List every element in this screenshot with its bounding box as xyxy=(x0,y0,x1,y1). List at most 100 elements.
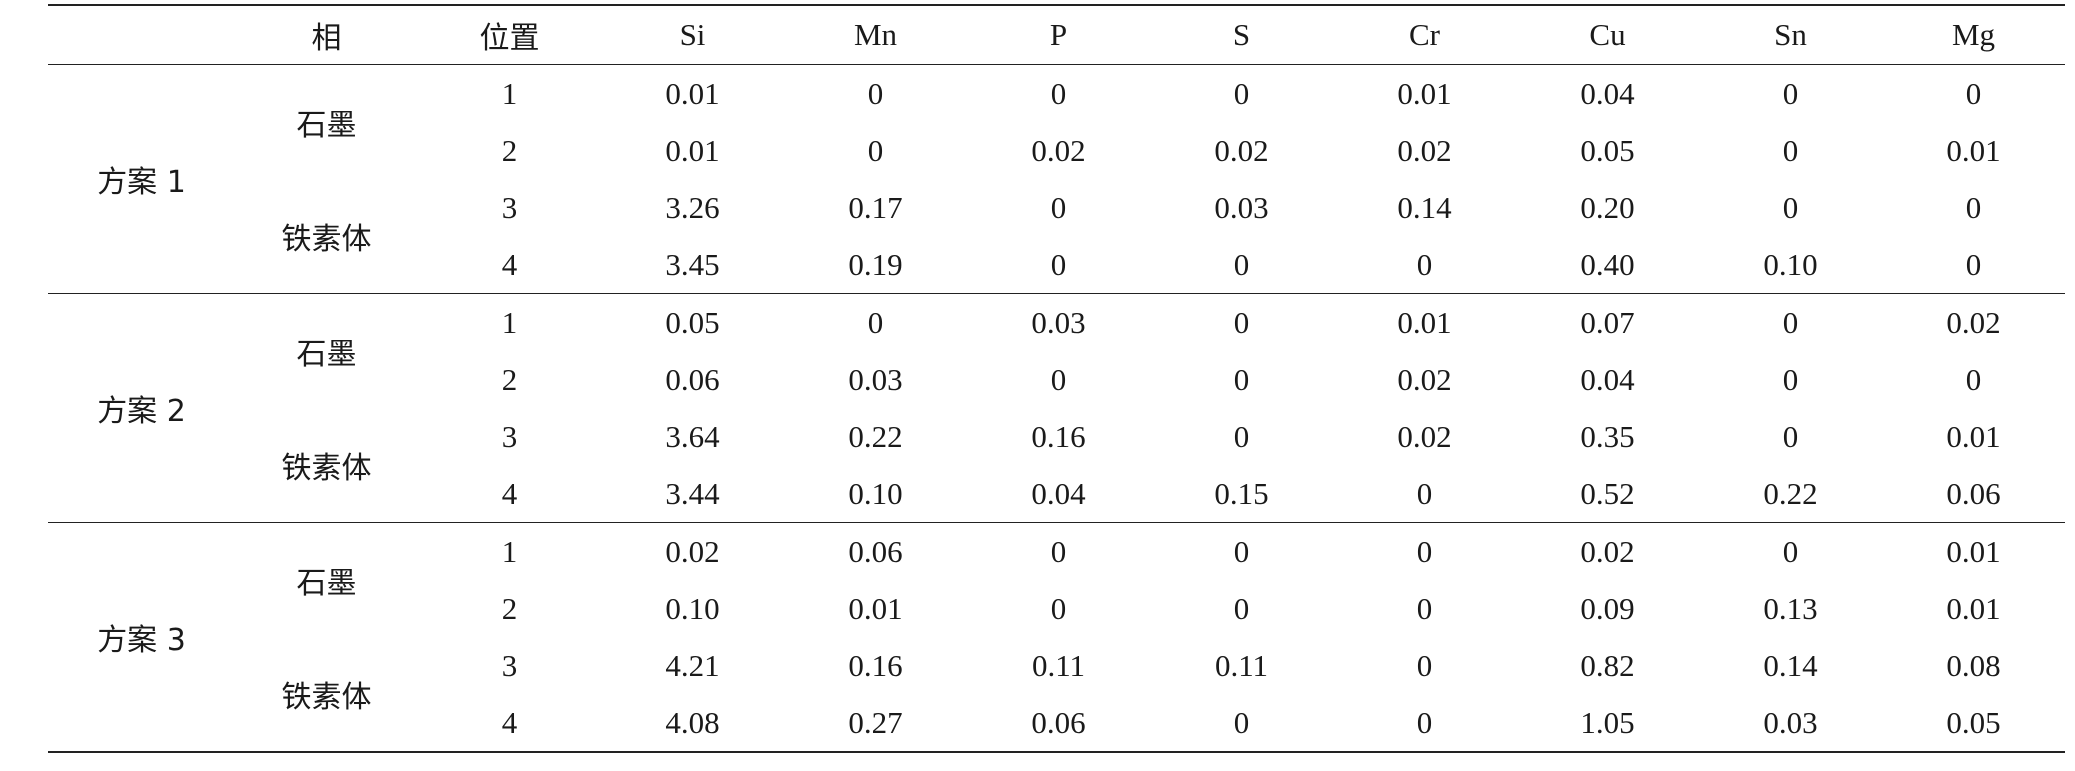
header-cell-si: Si xyxy=(679,17,706,52)
value-cell: 0 xyxy=(1782,189,1799,225)
value-cell: 0.06 xyxy=(1946,475,2001,511)
value-cell: 0 xyxy=(1050,246,1067,282)
value-cell: 0.01 xyxy=(1946,132,2001,168)
header-cell-s: S xyxy=(1232,17,1251,52)
value-cell: 0.03 xyxy=(1763,704,1818,740)
position-cell: 1 xyxy=(501,533,518,569)
value-cell: 0.22 xyxy=(848,418,903,454)
value-cell: 0 xyxy=(1050,75,1067,111)
position-cell: 2 xyxy=(501,590,518,626)
value-cell: 0.01 xyxy=(665,132,720,168)
value-cell: 0 xyxy=(867,75,884,111)
value-cell: 0.01 xyxy=(848,590,903,626)
value-cell: 0.10 xyxy=(848,475,903,511)
table-row: 铁素体 3 3.64 0.22 0.16 0 0.02 0.35 0 0.01 xyxy=(48,408,2065,487)
position-cell: 4 xyxy=(501,704,518,740)
value-cell: 0 xyxy=(1965,189,1982,225)
value-cell: 0.16 xyxy=(1031,418,1086,454)
value-cell: 0.01 xyxy=(1397,75,1452,111)
position-cell: 3 xyxy=(501,189,518,225)
value-cell: 0 xyxy=(1416,590,1433,626)
value-cell: 0 xyxy=(1233,361,1250,397)
phase-label: 石墨 xyxy=(296,566,357,601)
value-cell: 0.05 xyxy=(1946,704,2001,740)
position-cell: 2 xyxy=(501,132,518,168)
value-cell: 0 xyxy=(1782,75,1799,111)
value-cell: 0.07 xyxy=(1580,304,1635,340)
table-row: 方案 3 石墨 1 0.02 0.06 0 0 0 0.02 0 0.01 xyxy=(48,523,2065,659)
value-cell: 0.52 xyxy=(1580,475,1635,511)
phase-label: 石墨 xyxy=(296,337,357,372)
position-cell: 4 xyxy=(501,475,518,511)
value-cell: 0 xyxy=(1782,418,1799,454)
table-row: 2 0.10 0.01 0 0 0 0.09 0.13 0.01 xyxy=(48,580,2065,637)
value-cell: 0 xyxy=(867,304,884,340)
value-cell: 3.26 xyxy=(665,189,720,225)
value-cell: 1.05 xyxy=(1580,704,1635,740)
value-cell: 0.06 xyxy=(848,533,903,569)
value-cell: 0.03 xyxy=(1214,189,1269,225)
value-cell: 0.11 xyxy=(1214,647,1269,683)
value-cell: 0 xyxy=(1233,704,1250,740)
header-cell-cu: Cu xyxy=(1589,17,1626,52)
scheme-group: 方案 2 石墨 1 0.05 0 0.03 0 0.01 0.07 0 0.02 2 0.06 0.03 0… xyxy=(48,294,2065,523)
value-cell: 0.15 xyxy=(1214,475,1269,511)
value-cell: 0.08 xyxy=(1946,647,2001,683)
value-cell: 0 xyxy=(1233,304,1250,340)
value-cell: 0 xyxy=(1965,75,1982,111)
value-cell: 0.02 xyxy=(1580,533,1635,569)
value-cell: 0.05 xyxy=(665,304,720,340)
value-cell: 0.27 xyxy=(848,704,903,740)
value-cell: 0 xyxy=(1050,361,1067,397)
value-cell: 0 xyxy=(1416,475,1433,511)
value-cell: 0.13 xyxy=(1763,590,1818,626)
value-cell: 0.04 xyxy=(1580,361,1635,397)
value-cell: 0.19 xyxy=(848,246,903,282)
value-cell: 0.01 xyxy=(1946,418,2001,454)
value-cell: 0.10 xyxy=(665,590,720,626)
value-cell: 0 xyxy=(1050,533,1067,569)
value-cell: 0 xyxy=(1782,304,1799,340)
value-cell: 0.06 xyxy=(1031,704,1086,740)
value-cell: 0.40 xyxy=(1580,246,1635,282)
position-cell: 2 xyxy=(501,361,518,397)
value-cell: 0 xyxy=(1233,75,1250,111)
table-row: 方案 2 石墨 1 0.05 0 0.03 0 0.01 0.07 0 0.02 xyxy=(48,294,2065,430)
value-cell: 4.08 xyxy=(665,704,720,740)
header-cell-mn: Mn xyxy=(853,17,898,52)
table-row: 4 4.08 0.27 0.06 0 0 1.05 0.03 0.05 xyxy=(48,694,2065,752)
table-row: 4 3.44 0.10 0.04 0.15 0 0.52 0.22 0.06 xyxy=(48,465,2065,523)
value-cell: 0 xyxy=(1416,647,1433,683)
value-cell: 0.10 xyxy=(1763,246,1818,282)
position-cell: 3 xyxy=(501,647,518,683)
value-cell: 0.14 xyxy=(1397,189,1452,225)
scheme-label: 方案 1 xyxy=(97,165,186,200)
value-cell: 0.01 xyxy=(1397,304,1452,340)
value-cell: 0 xyxy=(1233,418,1250,454)
value-cell: 3.45 xyxy=(665,246,720,282)
header-cell-p: P xyxy=(1049,17,1068,52)
table-row: 2 0.01 0 0.02 0.02 0.02 0.05 0 0.01 xyxy=(48,122,2065,179)
value-cell: 0.82 xyxy=(1580,647,1635,683)
value-cell: 0 xyxy=(1965,361,1982,397)
table-row: 铁素体 3 4.21 0.16 0.11 0.11 0 0.82 0.14 0.08 xyxy=(48,637,2065,716)
value-cell: 0.01 xyxy=(665,75,720,111)
table-header: 相 位置 Si Mn P S Cr Cu Sn Mg xyxy=(48,5,2065,65)
phase-label: 石墨 xyxy=(296,108,357,143)
value-cell: 0 xyxy=(1050,590,1067,626)
value-cell: 0.05 xyxy=(1580,132,1635,168)
value-cell: 4.21 xyxy=(665,647,720,683)
position-cell: 4 xyxy=(501,246,518,282)
value-cell: 0 xyxy=(867,132,884,168)
value-cell: 0 xyxy=(1233,533,1250,569)
position-cell: 1 xyxy=(501,304,518,340)
value-cell: 3.64 xyxy=(665,418,720,454)
position-cell: 1 xyxy=(501,75,518,111)
table-row: 4 3.45 0.19 0 0 0 0.40 0.10 0 xyxy=(48,236,2065,294)
value-cell: 0 xyxy=(1416,704,1433,740)
phase-label: 铁素体 xyxy=(281,451,372,486)
value-cell: 0.04 xyxy=(1031,475,1086,511)
position-cell: 3 xyxy=(501,418,518,454)
value-cell: 0.02 xyxy=(1031,132,1086,168)
value-cell: 0.14 xyxy=(1763,647,1818,683)
